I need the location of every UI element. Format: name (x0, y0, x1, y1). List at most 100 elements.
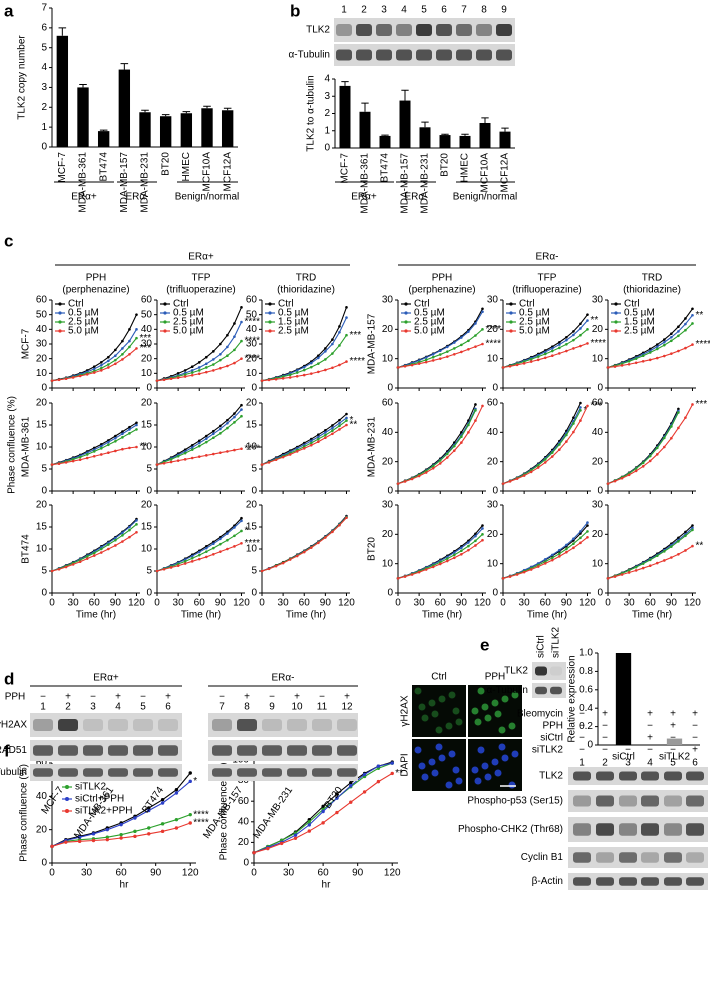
group-label: ERα+ (71, 192, 97, 203)
nucleus (491, 758, 499, 766)
x-tick-label: MCF-7 (57, 152, 68, 183)
annotation: **** (349, 356, 365, 367)
data-point (85, 557, 89, 560)
data-point (317, 541, 320, 545)
lane-number: 1 (40, 702, 46, 713)
y-tick-label: 10 (141, 442, 153, 453)
data-point (606, 366, 610, 369)
data-point (460, 552, 463, 556)
blot-band (158, 745, 178, 756)
data-point (114, 358, 117, 362)
data-point (424, 356, 428, 359)
data-point (515, 573, 519, 576)
data-point (85, 456, 89, 460)
y-tick-label: 0 (387, 383, 393, 394)
series-line (261, 516, 347, 572)
y-tick-label: 0 (597, 383, 603, 394)
data-point (536, 355, 540, 358)
data-point (190, 446, 194, 449)
annotation: **** (244, 353, 260, 364)
data-point (474, 544, 477, 547)
x-tick-label: 60 (299, 598, 311, 609)
data-point (565, 440, 568, 443)
data-point (536, 358, 540, 362)
x-tick-label: siTLK2 (659, 752, 691, 763)
data-point (445, 559, 449, 563)
data-point (655, 446, 659, 450)
error-bar (421, 121, 429, 128)
lane-number: 5 (421, 5, 427, 16)
legend-label: 0.5 µM (68, 308, 99, 319)
data-point (550, 347, 554, 350)
data-point (670, 352, 673, 355)
y-tick-label: 0 (146, 383, 152, 394)
y-tick-label: 0 (387, 588, 393, 599)
data-point (331, 432, 334, 436)
data-point (321, 809, 325, 814)
data-point (107, 547, 110, 551)
legend-label: 0.5 µM (278, 308, 309, 319)
lane-label: siTLK2 (551, 626, 562, 658)
data-point (85, 453, 89, 456)
sign: − (625, 745, 631, 756)
data-point (281, 377, 285, 380)
data-point (188, 821, 192, 825)
series-line (156, 517, 242, 572)
nucleus (477, 687, 485, 695)
y-tick-label: 60 (592, 398, 604, 409)
y-tick-label: 0 (251, 588, 257, 599)
data-point (663, 343, 666, 347)
data-point (481, 342, 484, 346)
sign: − (647, 745, 653, 756)
blot-band (133, 768, 153, 777)
blot-band (496, 24, 512, 36)
data-point (565, 349, 568, 353)
data-point (543, 562, 547, 565)
y-tick-label: 10 (36, 544, 48, 555)
data-point (474, 534, 477, 538)
data-point (176, 564, 180, 568)
data-point (613, 479, 617, 483)
nucleus (431, 769, 439, 777)
legend-marker (614, 329, 618, 333)
x-tick-label: 30 (68, 598, 80, 609)
x-tick-label: 90 (666, 598, 678, 609)
data-point (121, 358, 124, 361)
data-point (641, 461, 645, 465)
y-tick-label: 50 (141, 309, 153, 320)
y-tick-label: 0 (251, 486, 257, 497)
data-point (648, 351, 652, 354)
data-point (431, 466, 435, 470)
data-point (212, 363, 215, 366)
data-point (522, 474, 526, 477)
data-point (691, 307, 694, 311)
data-point (107, 359, 110, 363)
bar (180, 113, 193, 147)
data-point (691, 528, 694, 532)
data-point (634, 467, 638, 470)
data-point (212, 542, 215, 546)
data-point (317, 437, 320, 441)
y-tick-label: 20 (592, 324, 604, 335)
data-point (183, 451, 187, 455)
data-point (212, 358, 215, 361)
data-point (670, 556, 673, 559)
series-line (502, 407, 581, 485)
data-point (281, 561, 285, 565)
blot-band (476, 49, 492, 61)
data-point (233, 322, 236, 325)
data-point (586, 342, 589, 345)
data-point (226, 418, 229, 422)
bar (97, 131, 110, 147)
data-point (543, 557, 547, 561)
data-point (190, 373, 194, 377)
data-point (64, 377, 68, 381)
data-point (50, 379, 54, 382)
data-point (445, 355, 449, 358)
data-point (190, 554, 194, 558)
data-point (453, 551, 456, 554)
y-tick-label: 10 (141, 368, 153, 379)
bar (201, 108, 213, 147)
blot-band (356, 24, 372, 36)
data-point (204, 454, 208, 457)
